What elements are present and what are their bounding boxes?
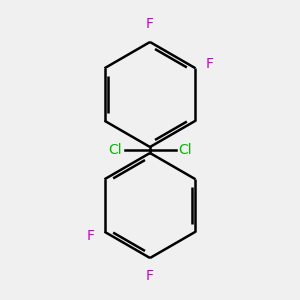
Text: F: F <box>146 16 154 31</box>
Text: F: F <box>86 229 94 243</box>
Text: Cl: Cl <box>178 143 191 157</box>
Text: Cl: Cl <box>109 143 122 157</box>
Text: F: F <box>206 57 214 71</box>
Text: F: F <box>146 269 154 284</box>
